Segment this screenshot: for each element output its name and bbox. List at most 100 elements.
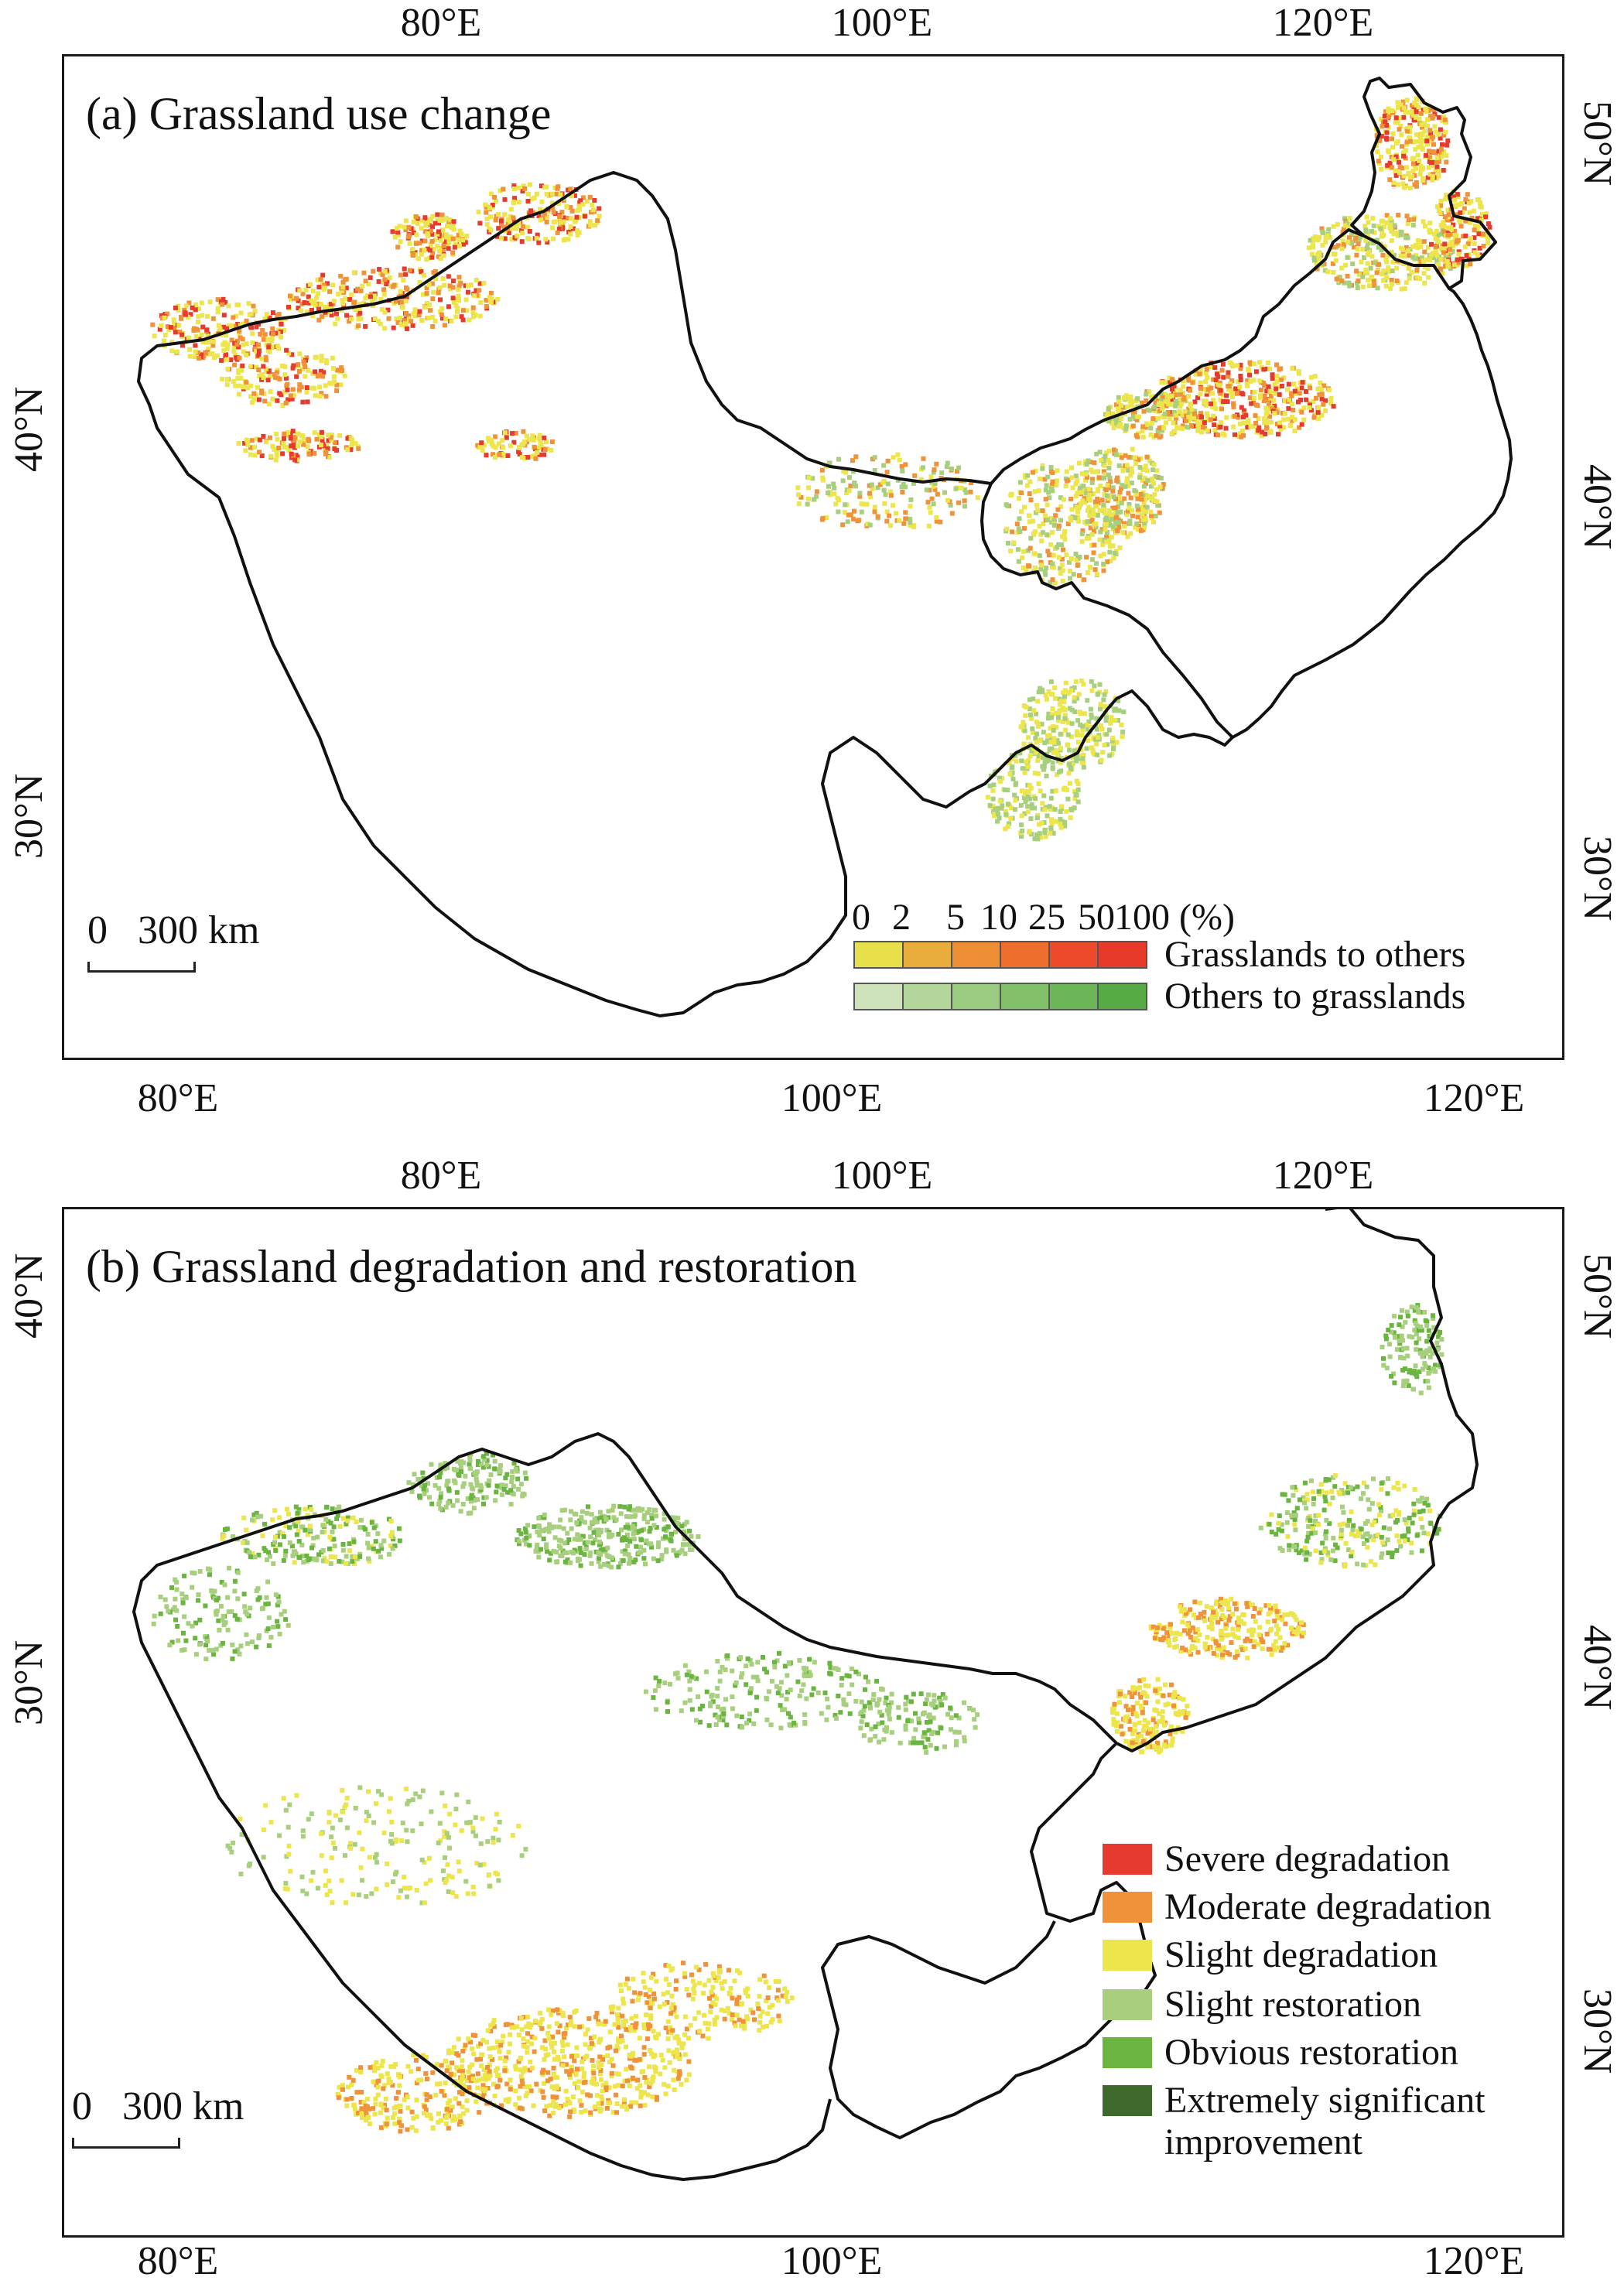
map-pixel (1355, 247, 1360, 251)
map-pixel (279, 363, 285, 368)
map-pixel (1365, 261, 1370, 266)
map-pixel (1113, 416, 1118, 422)
map-pixel (1157, 1711, 1162, 1716)
map-pixel (1153, 513, 1158, 518)
map-pixel (450, 250, 456, 255)
map-pixel (438, 238, 443, 244)
map-pixel (1226, 1618, 1232, 1623)
map-pixel (1386, 1476, 1390, 1482)
map-pixel (1224, 393, 1229, 398)
map-pixel (1342, 1481, 1348, 1486)
map-pixel (1422, 280, 1427, 286)
map-pixel (503, 1475, 508, 1481)
map-pixel (439, 312, 444, 317)
map-pixel (1438, 210, 1443, 215)
map-pixel (1342, 216, 1347, 221)
map-pixel (1436, 173, 1441, 179)
map-pixel (932, 467, 937, 473)
map-pixel (1211, 377, 1216, 382)
map-pixel (519, 442, 525, 447)
map-pixel (1091, 528, 1096, 534)
map-pixel (1190, 1625, 1195, 1630)
map-pixel (1267, 388, 1273, 394)
map-pixel (1108, 479, 1113, 484)
map-pixel (1004, 526, 1010, 532)
map-pixel (1215, 1646, 1219, 1651)
map-pixel (1105, 742, 1110, 747)
map-pixel (522, 186, 528, 191)
map-pixel (585, 1540, 590, 1545)
map-pixel (450, 236, 456, 241)
map-pixel (1171, 420, 1176, 426)
map-pixel (1441, 115, 1446, 120)
map-pixel (1219, 1631, 1225, 1636)
map-pixel (591, 1530, 597, 1535)
map-pixel (1308, 238, 1313, 243)
map-pixel (1230, 1612, 1236, 1617)
map-pixel (283, 375, 289, 381)
map-pixel (1162, 380, 1168, 385)
map-pixel (1313, 1518, 1318, 1523)
map-pixel (1132, 409, 1137, 415)
map-pixel (1192, 1636, 1198, 1641)
map-pixel (1097, 508, 1103, 513)
map-pixel (569, 193, 574, 199)
map-pixel (546, 1529, 552, 1534)
map-pixel (1379, 234, 1384, 239)
map-pixel (1311, 1501, 1316, 1506)
map-pixel (935, 491, 940, 497)
map-pixel (547, 1557, 552, 1563)
map-pixel (329, 313, 334, 318)
map-pixel (1379, 1534, 1384, 1540)
map-pixel (1218, 1647, 1223, 1653)
map-pixel (351, 300, 357, 306)
map-pixel (224, 377, 230, 381)
map-pixel (291, 393, 296, 398)
map-pixel (1414, 268, 1420, 273)
map-pixel (500, 438, 505, 443)
map-pixel (415, 221, 420, 226)
map-pixel (1068, 815, 1073, 820)
map-pixel (307, 282, 313, 287)
map-pixel (1065, 478, 1070, 484)
map-pixel (1163, 1739, 1168, 1745)
map-pixel (1042, 477, 1048, 482)
map-pixel (1387, 177, 1393, 183)
map-pixel (559, 1508, 565, 1513)
map-pixel (1241, 1612, 1246, 1618)
map-pixel (229, 323, 234, 329)
map-pixel (1285, 1643, 1291, 1648)
map-pixel (932, 481, 938, 487)
map-pixel (516, 449, 521, 454)
map-pixel (1277, 1546, 1283, 1551)
map-pixel (525, 235, 531, 241)
map-pixel (1009, 491, 1014, 497)
map-pixel (319, 368, 323, 374)
map-pixel (516, 185, 521, 190)
map-pixel (1037, 822, 1041, 827)
map-pixel (1415, 245, 1421, 250)
map-pixel (1430, 135, 1435, 140)
map-pixel (276, 446, 282, 450)
map-pixel (1110, 485, 1116, 491)
map-pixel (1108, 720, 1113, 726)
map-pixel (1414, 1332, 1419, 1337)
map-pixel (1420, 138, 1425, 144)
map-pixel (1019, 813, 1024, 819)
map-pixel (855, 518, 860, 524)
map-pixel (427, 1495, 432, 1500)
map-pixel (313, 393, 318, 398)
map-pixel (963, 490, 969, 495)
map-pixel (318, 277, 323, 282)
map-pixel (1211, 1609, 1216, 1615)
map-pixel (316, 285, 322, 290)
map-pixel (539, 1528, 545, 1533)
map-pixel (1058, 804, 1064, 809)
map-pixel (1458, 210, 1463, 215)
map-pixel (1187, 1626, 1192, 1630)
map-pixel (283, 400, 289, 405)
map-pixel (516, 1486, 521, 1492)
map-pixel (1126, 508, 1131, 514)
map-pixel (245, 443, 251, 447)
map-pixel (1306, 245, 1311, 251)
